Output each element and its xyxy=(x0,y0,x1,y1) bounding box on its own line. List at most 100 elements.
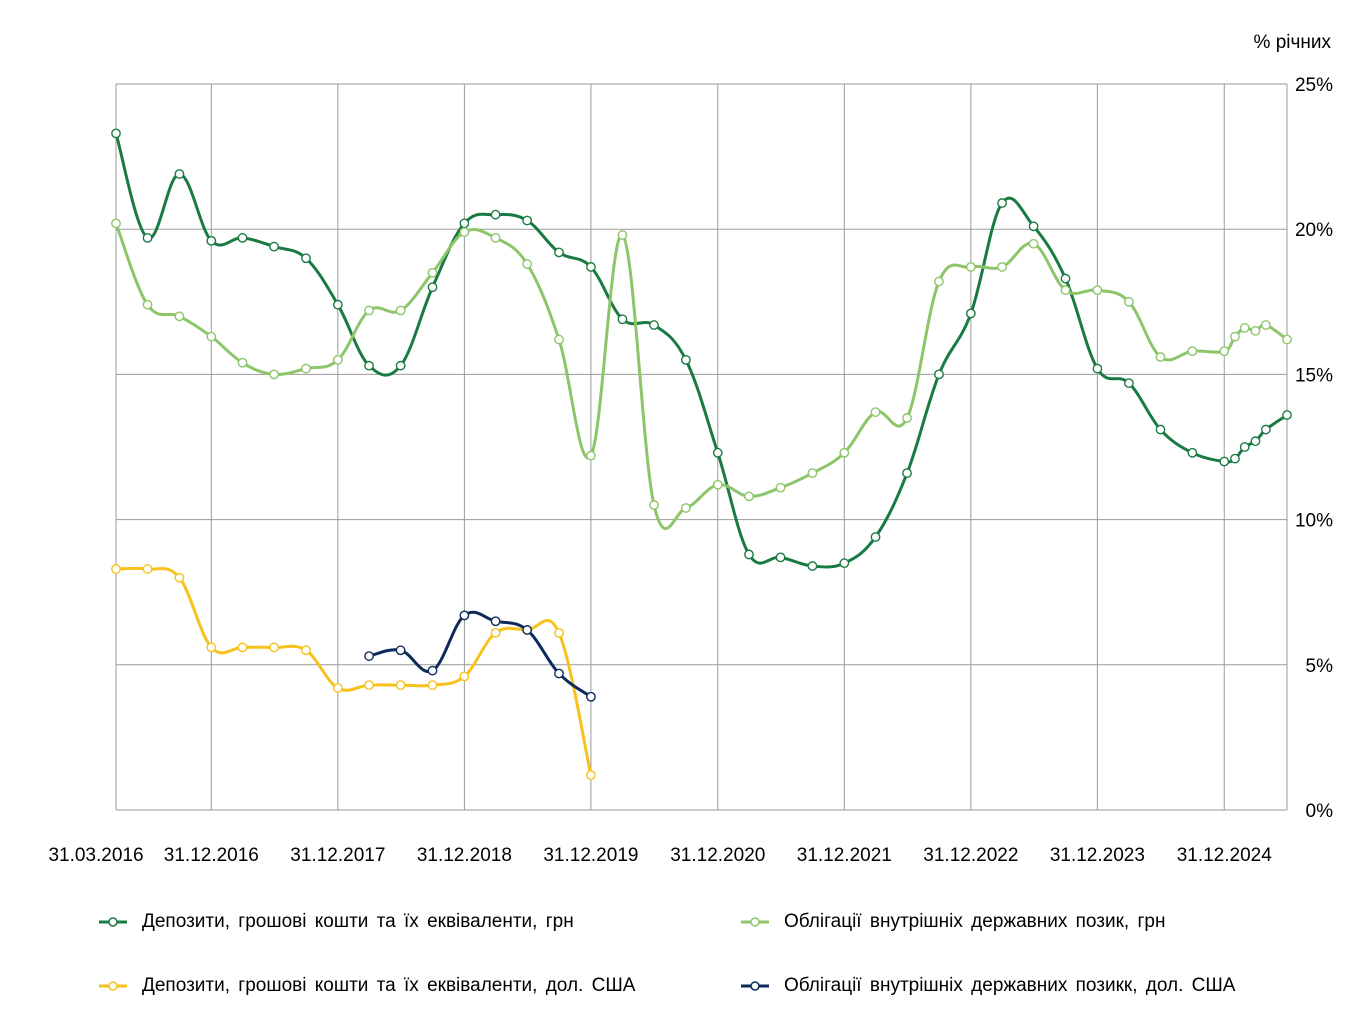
data-point xyxy=(427,665,438,676)
data-point xyxy=(1230,453,1240,464)
data-point xyxy=(617,314,628,325)
data-point xyxy=(839,558,850,569)
data-point xyxy=(1092,363,1103,374)
data-point xyxy=(902,413,912,423)
data-point xyxy=(681,354,691,365)
legend-item-uah-deposits: Депозити, грошові кошти та їх еквівалент… xyxy=(98,907,574,937)
legend-label-uah-bonds: Облігації внутрішніх державних позик, гр… xyxy=(784,911,1166,932)
data-point xyxy=(1239,442,1250,452)
data-point xyxy=(649,500,659,510)
data-point xyxy=(681,503,691,513)
data-point xyxy=(174,169,185,179)
legend-label-usd-deposits: Депозити, грошові кошти та їх еквівалент… xyxy=(142,975,636,996)
data-point xyxy=(301,645,311,656)
data-point xyxy=(554,334,564,345)
data-point xyxy=(839,447,850,458)
y-tick-label: 10% xyxy=(1295,511,1333,532)
data-point xyxy=(269,642,279,653)
x-tick-label: 31.12.2018 xyxy=(417,845,512,866)
data-point xyxy=(934,369,944,380)
data-point xyxy=(490,627,501,638)
data-point xyxy=(807,468,818,479)
data-point xyxy=(301,253,311,264)
y-axis-ticks: 0% 5% 10% 15% 20% 25% xyxy=(1295,75,1333,822)
data-point xyxy=(395,680,406,691)
data-point xyxy=(775,552,786,563)
data-point xyxy=(522,215,533,226)
unit-label: % річних xyxy=(1254,32,1332,53)
data-point xyxy=(1260,320,1271,330)
data-point xyxy=(712,447,723,458)
data-point xyxy=(522,625,533,635)
x-tick-label: 31.12.2019 xyxy=(543,845,638,866)
data-point xyxy=(111,218,121,229)
series-markers xyxy=(111,128,1292,781)
data-point xyxy=(395,305,406,316)
x-tick-label: 31.12.2020 xyxy=(670,845,765,866)
data-point xyxy=(1219,346,1230,357)
data-point xyxy=(649,320,659,330)
data-point xyxy=(1239,323,1250,333)
x-tick-label: 31.12.2021 xyxy=(797,845,892,866)
data-point xyxy=(427,282,438,293)
data-point xyxy=(1250,325,1261,336)
data-point xyxy=(395,360,406,371)
data-point xyxy=(174,572,185,583)
data-point xyxy=(554,668,564,679)
legend: Депозити, грошові кошти та їх еквівалент… xyxy=(0,885,1351,1015)
data-point xyxy=(1282,410,1292,420)
legend-swatch-usd-deposits xyxy=(99,981,127,991)
data-point xyxy=(459,227,470,238)
data-point xyxy=(965,308,976,319)
data-point xyxy=(1060,285,1071,296)
data-point xyxy=(1260,424,1271,435)
data-point xyxy=(586,262,596,272)
legend-item-usd-bonds: Облігації внутрішніх державних позикк, д… xyxy=(740,971,1235,1001)
data-point xyxy=(1187,346,1198,357)
data-point xyxy=(237,642,248,653)
data-point xyxy=(206,331,217,342)
x-tick-label: 31.03.2016 xyxy=(48,845,143,866)
data-point xyxy=(364,360,374,371)
legend-item-uah-bonds: Облігації внутрішніх державних позик, гр… xyxy=(740,907,1165,937)
data-point xyxy=(1124,296,1134,307)
x-tick-label: 31.12.2023 xyxy=(1050,845,1145,866)
data-point xyxy=(554,627,564,638)
legend-label-usd-bonds: Облігації внутрішніх державних позикк, д… xyxy=(784,975,1236,996)
data-point xyxy=(554,247,564,258)
data-point xyxy=(237,357,248,368)
data-point xyxy=(111,564,121,574)
data-point xyxy=(902,468,912,479)
data-point xyxy=(870,532,881,542)
data-point xyxy=(364,305,374,316)
y-tick-label: 15% xyxy=(1295,365,1333,386)
data-point xyxy=(744,491,754,502)
legend-label-uah-deposits: Депозити, грошові кошти та їх еквівалент… xyxy=(142,911,574,932)
line-chart: 0%5%10%15%20%25% 31.03.2016 31.12.2016 31.… xyxy=(48,32,1334,866)
y-tick-label: 0% xyxy=(1306,801,1334,822)
data-point xyxy=(1155,424,1166,435)
data-point xyxy=(1250,436,1261,447)
data-point xyxy=(1028,221,1039,232)
data-point xyxy=(807,561,818,571)
data-point xyxy=(332,354,343,365)
data-point xyxy=(459,218,470,229)
data-point xyxy=(364,680,374,691)
data-point xyxy=(111,128,121,139)
data-point xyxy=(490,616,501,627)
x-tick-label: 31.12.2024 xyxy=(1177,845,1273,866)
data-point xyxy=(1124,378,1134,389)
data-point xyxy=(332,683,343,693)
data-point xyxy=(427,680,438,691)
data-point xyxy=(206,642,217,653)
data-point xyxy=(1219,456,1230,467)
data-point xyxy=(1028,238,1039,249)
y-tick-label: 20% xyxy=(1295,220,1333,241)
x-tick-label: 31.12.2017 xyxy=(290,845,385,866)
legend-swatch-uah-bonds xyxy=(741,917,769,927)
data-point xyxy=(1092,285,1103,296)
data-point xyxy=(142,233,153,243)
y-tick-label: 5% xyxy=(1306,656,1334,677)
data-point xyxy=(965,262,976,272)
data-point xyxy=(142,299,153,310)
